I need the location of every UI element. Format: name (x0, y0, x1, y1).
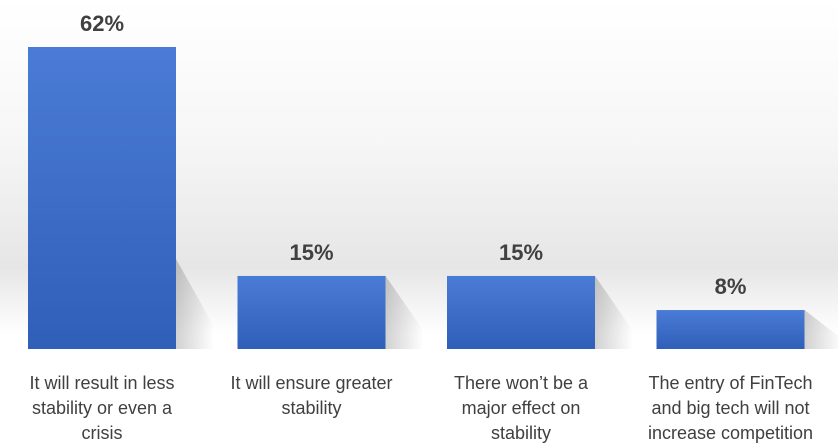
data-label-2: 15% (289, 240, 333, 265)
category-labels: It will result in less stability or even … (29, 373, 813, 443)
bar-3 (447, 275, 595, 349)
category-label-line: increase competition (648, 423, 813, 443)
category-label-1: It will result in less stability or even … (29, 373, 174, 443)
bar-1 (28, 47, 176, 349)
category-label-line: It will ensure greater (230, 373, 392, 393)
category-label-line: major effect on (462, 398, 581, 418)
bar-shadow (595, 275, 633, 349)
category-label-2: It will ensure greater stability (230, 373, 392, 418)
category-label-line: It will result in less (29, 373, 174, 393)
bar-shadow (385, 275, 424, 349)
category-label-line: crisis (82, 423, 123, 443)
category-label-line: There won’t be a (454, 373, 589, 393)
data-labels: 62% 15% 15% 8% (80, 11, 746, 299)
category-label-line: stability or even a (32, 398, 173, 418)
bar-shadows (176, 259, 838, 349)
data-label-3: 15% (499, 240, 543, 265)
data-label-1: 62% (80, 11, 124, 36)
category-label-4: The entry of FinTech and big tech will no… (648, 373, 813, 443)
category-label-3: There won’t be a major effect on stability (454, 373, 589, 443)
category-label-line: The entry of FinTech (648, 373, 812, 393)
bars (28, 47, 805, 349)
category-label-line: stability (281, 398, 341, 418)
bar-4 (656, 310, 805, 349)
bar-2 (237, 275, 386, 349)
category-label-line: and big tech will not (651, 398, 809, 418)
bar-shadow (176, 259, 214, 349)
category-label-line: stability (491, 423, 551, 443)
data-label-4: 8% (715, 274, 747, 299)
bar-shadow (804, 310, 838, 349)
